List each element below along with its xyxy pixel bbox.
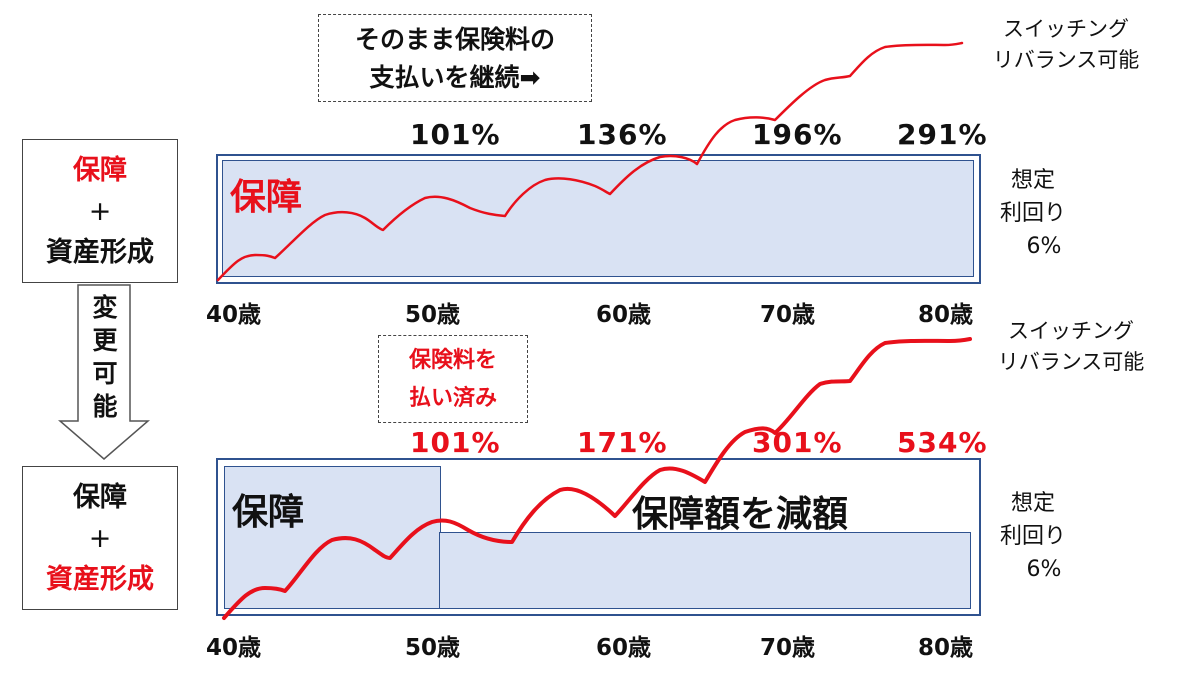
top-pct-80: 291% — [897, 118, 988, 151]
down-arrow-icon — [58, 284, 151, 460]
bottom-age-80: 80歳 — [918, 635, 974, 661]
top-concept-line1: 保障 — [73, 155, 127, 186]
change-char-3: 可 — [92, 359, 118, 388]
bottom-pct-80: 534% — [897, 426, 988, 459]
top-yield-label: 想定 利回り 6% — [988, 164, 1078, 263]
top-yield-line3: 6% — [1026, 234, 1062, 259]
top-panel — [216, 154, 981, 284]
bottom-yield-line2: 利回り — [999, 524, 1066, 549]
bottom-note-line2: 払い済み — [408, 386, 497, 411]
bottom-switching-line1: スイッチング — [1008, 319, 1134, 343]
change-char-4: 能 — [92, 392, 118, 421]
top-age-40: 40歳 — [206, 302, 262, 328]
bottom-concept-line3: 資産形成 — [46, 564, 154, 595]
bottom-age-40: 40歳 — [206, 635, 262, 661]
top-age-60: 60歳 — [596, 302, 652, 328]
bottom-switching-label: スイッチング リバランス可能 — [976, 316, 1166, 378]
top-age-80: 80歳 — [918, 302, 974, 328]
change-char-2: 更 — [92, 326, 118, 355]
bottom-pct-60: 171% — [577, 426, 668, 459]
bottom-yield-label: 想定 利回り 6% — [988, 487, 1078, 586]
top-coverage-label: 保障 — [230, 177, 303, 218]
top-concept-line3: 資産形成 — [46, 237, 154, 268]
bottom-pct-50: 101% — [410, 426, 501, 459]
top-yield-line1: 想定 — [1010, 168, 1055, 193]
bottom-panel — [216, 458, 981, 616]
top-pct-60: 136% — [577, 118, 668, 151]
bottom-concept-line1: 保障 — [73, 482, 127, 513]
bottom-age-70: 70歳 — [760, 635, 816, 661]
bottom-switching-line2: リバランス可能 — [997, 350, 1145, 374]
top-yield-line2: 利回り — [999, 201, 1066, 226]
bottom-age-60: 60歳 — [596, 635, 652, 661]
bottom-yield-line1: 想定 — [1010, 491, 1055, 516]
bottom-concept-plus: + — [88, 523, 112, 554]
top-concept-box: 保障 + 資産形成 — [22, 139, 178, 283]
bottom-pct-70: 301% — [752, 426, 843, 459]
top-switching-line1: スイッチング — [1003, 17, 1129, 41]
bottom-coverage-label: 保障 — [232, 492, 305, 533]
top-switching-line2: リバランス可能 — [992, 48, 1140, 72]
top-note: そのまま保険料の 支払いを継続➡ — [318, 14, 592, 102]
top-note-line2: 支払いを継続➡ — [369, 63, 541, 92]
change-char-1: 変 — [92, 293, 118, 322]
top-pct-50: 101% — [410, 118, 501, 151]
top-concept-plus: + — [88, 196, 112, 227]
top-age-70: 70歳 — [760, 302, 816, 328]
top-pct-70: 196% — [752, 118, 843, 151]
top-coverage-area — [222, 160, 974, 277]
top-switching-label: スイッチング リバランス可能 — [976, 14, 1156, 76]
bottom-note-line1: 保険料を — [408, 348, 497, 373]
bottom-note: 保険料を 払い済み — [378, 335, 528, 423]
top-growth-curve — [216, 41, 964, 282]
bottom-concept-box: 保障 + 資産形成 — [22, 466, 178, 610]
change-label: 変 更 可 能 — [90, 291, 120, 423]
bottom-reduce-label: 保障額を減額 — [632, 494, 849, 535]
top-age-50: 50歳 — [405, 302, 461, 328]
bottom-age-50: 50歳 — [405, 635, 461, 661]
top-note-line1: そのまま保険料の — [354, 25, 555, 54]
bottom-coverage-area-reduced — [439, 532, 971, 609]
bottom-yield-line3: 6% — [1026, 557, 1062, 582]
